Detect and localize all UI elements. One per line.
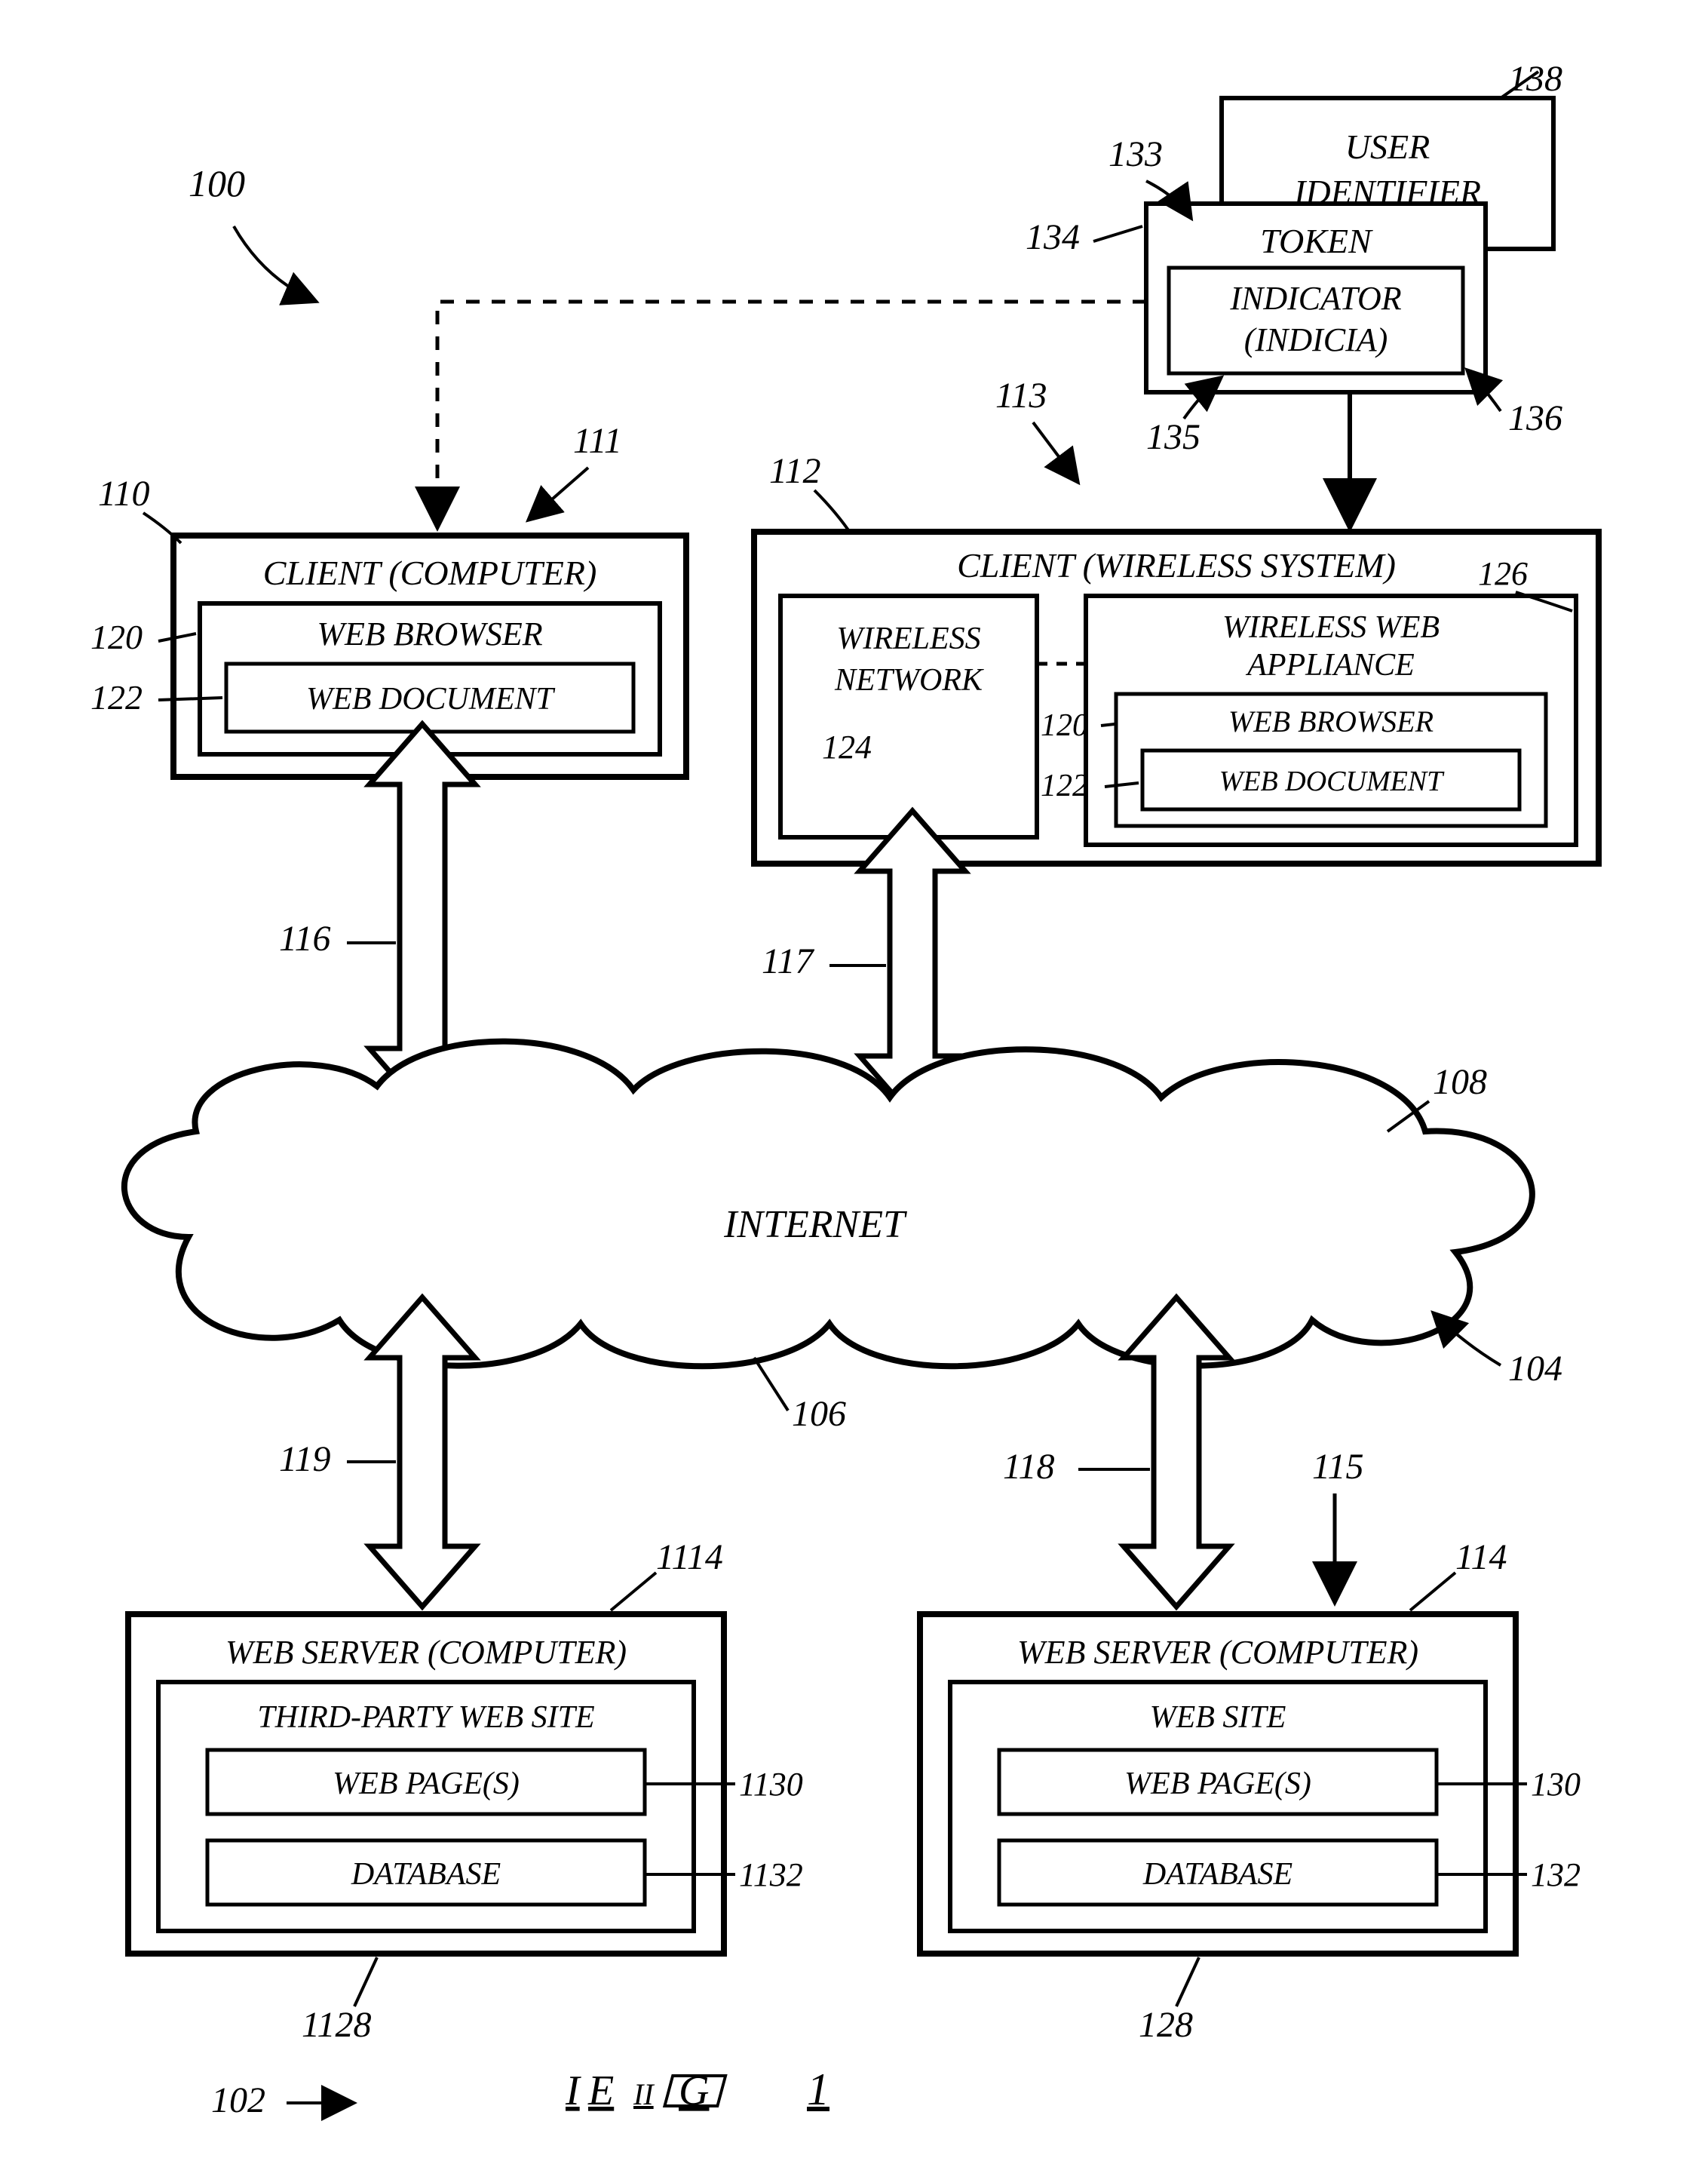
svg-text:II: II [633,2077,655,2111]
ref-138: 138 [1508,59,1562,99]
ref-1132: 1132 [739,1856,803,1893]
ref-120-b: 120 [1041,708,1088,743]
server-third-party-box: WEB SERVER (COMPUTER) THIRD-PARTY WEB SI… [128,1614,724,1954]
client-wireless-box: CLIENT (WIRELESS SYSTEM) WIRELESS NETWOR… [754,532,1599,864]
tp-pages-label: WEB PAGE(S) [333,1767,520,1801]
ref-1114: 1114 [656,1537,723,1577]
ref-119: 119 [279,1439,330,1479]
ref-126: 126 [1478,555,1528,592]
ref-124: 124 [822,729,872,766]
ref-135: 135 [1146,417,1201,457]
ref-118: 118 [1003,1447,1054,1487]
ref-122-a: 122 [90,678,143,717]
ref-122-b: 122 [1041,769,1088,803]
ref-117: 117 [762,941,814,981]
tp-db-label: DATABASE [351,1857,501,1892]
internet-label: INTERNET [723,1203,907,1246]
figure-diagram: 100 USER IDENTIFIER 138 TOKEN INDICATOR … [0,0,1708,2158]
ref-132: 132 [1531,1856,1581,1893]
ref-130: 130 [1531,1766,1581,1803]
ref-134: 134 [1026,217,1080,257]
server-main-box: WEB SERVER (COMPUTER) WEB SITE WEB PAGE(… [920,1614,1516,1954]
client-wireless-label: CLIENT (WIRELESS SYSTEM) [957,546,1396,585]
ref-106: 106 [792,1394,846,1434]
wireless-appliance-label-1: WIRELESS WEB [1222,610,1440,645]
main-db-label: DATABASE [1142,1857,1292,1892]
ref-100: 100 [189,162,245,204]
ref-133: 133 [1109,134,1163,174]
ref-1130: 1130 [739,1766,803,1803]
token-box: TOKEN INDICATOR (INDICIA) [1146,204,1486,392]
client-computer-label: CLIENT (COMPUTER) [263,554,597,592]
main-pages-label: WEB PAGE(S) [1124,1767,1311,1801]
ref-108: 108 [1433,1062,1487,1102]
fig-label: I E II G 1 [565,2064,829,2114]
ref-136: 136 [1508,398,1562,438]
ref-120-a: 120 [90,618,143,656]
web-browser-label-2: WEB BROWSER [1228,704,1434,738]
ref-116: 116 [279,919,330,959]
server-main-label: WEB SERVER (COMPUTER) [1017,1634,1418,1671]
internet-cloud: INTERNET [124,1042,1532,1367]
indicator-label-1: INDICATOR [1229,280,1401,317]
ref-111: 111 [573,421,622,461]
tp-site-label: THIRD-PARTY WEB SITE [257,1700,594,1735]
web-document-label-1: WEB DOCUMENT [306,682,555,717]
web-browser-label-1: WEB BROWSER [317,615,542,652]
ref-102: 102 [211,2080,265,2120]
ref-1128: 1128 [302,2005,371,2045]
ref-114: 114 [1455,1537,1507,1577]
token-label: TOKEN [1260,222,1373,260]
server-tp-label: WEB SERVER (COMPUTER) [225,1634,627,1671]
ref-110: 110 [98,474,149,514]
svg-text:1: 1 [807,2064,829,2114]
wireless-network-label-1: WIRELESS [836,622,980,656]
wireless-network-label-2: NETWORK [834,663,984,698]
ref-128: 128 [1139,2005,1193,2045]
ref-113: 113 [995,376,1047,416]
indicator-label-2: (INDICIA) [1244,321,1388,358]
user-identifier-label-1: USER [1345,127,1430,166]
ref-115: 115 [1312,1447,1363,1487]
main-site-label: WEB SITE [1150,1700,1286,1735]
ref-112: 112 [769,451,820,491]
svg-text:E: E [587,2067,614,2114]
svg-text:I: I [565,2067,581,2114]
wireless-appliance-label-2: APPLIANCE [1245,648,1415,683]
web-document-label-2: WEB DOCUMENT [1219,766,1445,797]
ref-104: 104 [1508,1349,1562,1389]
